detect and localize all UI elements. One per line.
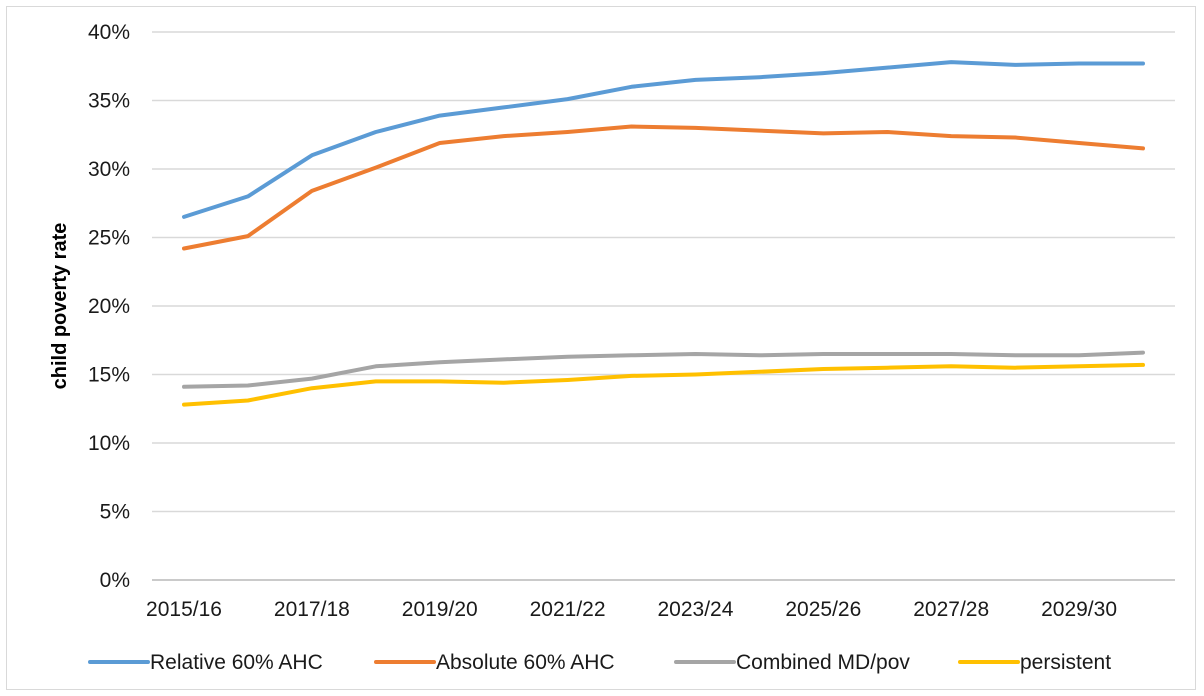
legend-label: Relative 60% AHC [150, 651, 323, 674]
legend-label: persistent [1020, 651, 1111, 674]
legend: Relative 60% AHC Absolute 60% AHC Combined… [88, 651, 1111, 674]
x-tick-label: 2025/26 [785, 598, 861, 621]
y-tick-label: 10% [88, 432, 130, 455]
legend-label: Absolute 60% AHC [436, 651, 615, 674]
series-line [182, 362, 1145, 407]
y-tick-label: 25% [88, 227, 130, 250]
series-line [182, 350, 1145, 389]
x-tick-label: 2027/28 [913, 598, 989, 621]
y-tick-label: 5% [100, 501, 130, 524]
chart-frame [6, 6, 1196, 690]
y-tick-label: 40% [88, 21, 130, 44]
x-tick-label: 2015/16 [146, 598, 222, 621]
y-axis-label: child poverty rate [49, 223, 71, 390]
x-tick-label: 2029/30 [1041, 598, 1117, 621]
gridlines [152, 31, 1175, 581]
x-tick-label: 2019/20 [402, 598, 478, 621]
y-tick-label: 35% [88, 90, 130, 113]
y-tick-label: 30% [88, 158, 130, 181]
series-line [182, 124, 1145, 251]
x-tick-label: 2023/24 [658, 598, 734, 621]
y-tick-label: 20% [88, 295, 130, 318]
x-tick-label: 2017/18 [274, 598, 350, 621]
legend-label: Combined MD/pov [736, 651, 910, 674]
series-line [182, 60, 1145, 219]
y-tick-label: 0% [100, 569, 130, 592]
x-tick-label: 2021/22 [530, 598, 606, 621]
y-tick-label: 15% [88, 364, 130, 387]
series-lines [182, 60, 1145, 407]
x-axis-ticks: 2015/16 2017/18 2019/20 2021/22 2023/24 2025/… [146, 598, 1117, 621]
y-axis-ticks: 0% 5% 10% 15% 20% 25% 30% 35% 40% [88, 21, 130, 592]
